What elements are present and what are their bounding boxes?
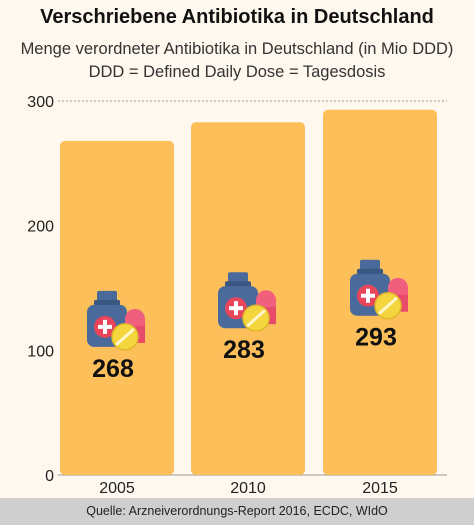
pills-icon [111, 308, 145, 351]
x-tick-label: 2015 [362, 480, 398, 497]
data-label: 268 [92, 355, 134, 383]
data-label: 293 [355, 324, 397, 352]
pills-icon [374, 277, 408, 320]
chart-subtitle: Menge verordneter Antibiotika in Deutsch… [20, 40, 454, 58]
y-tick-label: 100 [27, 343, 54, 360]
x-tick-label: 2005 [99, 480, 135, 497]
data-label: 283 [223, 336, 265, 364]
chart-subtitle-definition: DDD = Defined Daily Dose = Tagesdosis [88, 63, 386, 81]
chart-title: Verschriebene Antibiotika in Deutschland [40, 6, 434, 28]
y-tick-label: 300 [27, 94, 54, 111]
medicine-bottle-icon [218, 272, 258, 329]
x-tick-label: 2010 [230, 480, 266, 497]
source-footer: Quelle: Arzneiverordnungs-Report 2016, E… [0, 498, 474, 525]
title-bar [0, 0, 474, 34]
pills-icon [242, 290, 276, 332]
y-tick-label: 200 [27, 219, 54, 236]
y-tick-label: 0 [45, 468, 54, 485]
